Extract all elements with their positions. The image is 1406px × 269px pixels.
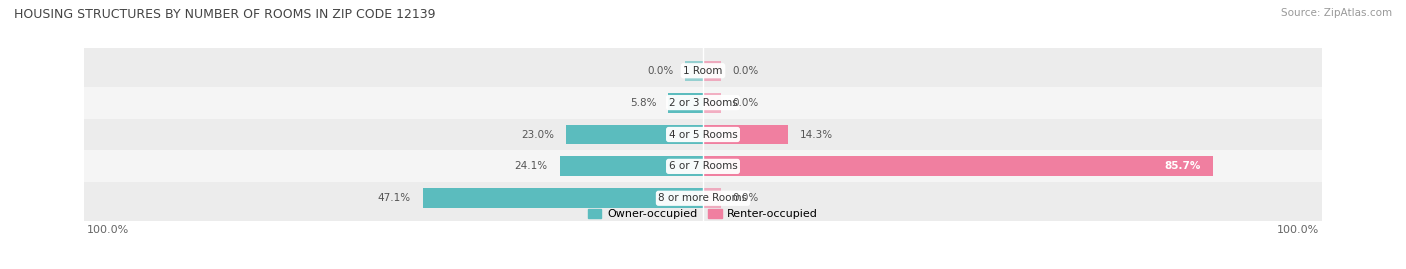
Bar: [703, 61, 721, 81]
Text: Source: ZipAtlas.com: Source: ZipAtlas.com: [1281, 8, 1392, 18]
Text: 14.3%: 14.3%: [800, 129, 834, 140]
Text: 0.0%: 0.0%: [733, 98, 759, 108]
Bar: [560, 157, 703, 176]
Text: 47.1%: 47.1%: [378, 193, 411, 203]
Bar: [685, 61, 703, 81]
Text: 5.8%: 5.8%: [630, 98, 657, 108]
Bar: [668, 93, 703, 112]
Bar: [0, 119, 1406, 150]
Text: 0.0%: 0.0%: [647, 66, 673, 76]
Bar: [0, 55, 1406, 87]
Bar: [0, 150, 1406, 182]
Bar: [423, 188, 703, 208]
Bar: [0, 87, 1406, 119]
Legend: Owner-occupied, Renter-occupied: Owner-occupied, Renter-occupied: [583, 205, 823, 224]
Bar: [0, 182, 1406, 214]
Text: 0.0%: 0.0%: [733, 66, 759, 76]
Bar: [703, 157, 1213, 176]
Text: HOUSING STRUCTURES BY NUMBER OF ROOMS IN ZIP CODE 12139: HOUSING STRUCTURES BY NUMBER OF ROOMS IN…: [14, 8, 436, 21]
Text: 6 or 7 Rooms: 6 or 7 Rooms: [669, 161, 737, 171]
Text: 1 Room: 1 Room: [683, 66, 723, 76]
Text: 24.1%: 24.1%: [515, 161, 548, 171]
Text: 8 or more Rooms: 8 or more Rooms: [658, 193, 748, 203]
Text: 4 or 5 Rooms: 4 or 5 Rooms: [669, 129, 737, 140]
Bar: [703, 93, 721, 112]
Text: 0.0%: 0.0%: [733, 193, 759, 203]
Text: 23.0%: 23.0%: [522, 129, 554, 140]
Text: 2 or 3 Rooms: 2 or 3 Rooms: [669, 98, 737, 108]
Text: 85.7%: 85.7%: [1164, 161, 1201, 171]
Bar: [703, 125, 787, 144]
Bar: [703, 188, 721, 208]
Bar: [567, 125, 703, 144]
